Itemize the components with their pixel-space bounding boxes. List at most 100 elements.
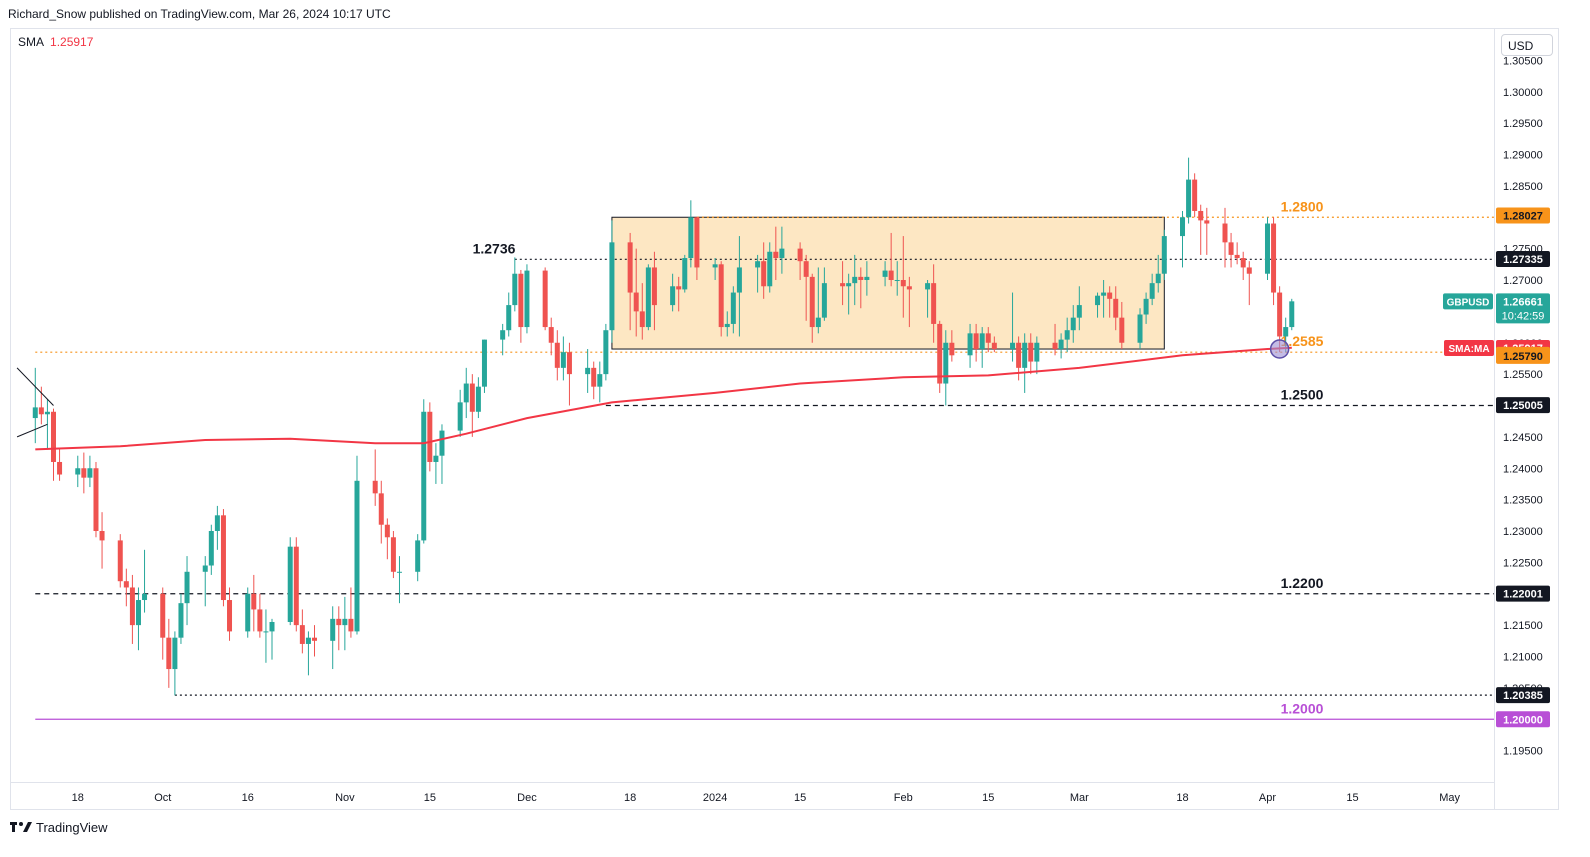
candle-body: [208, 531, 214, 566]
candle-body: [166, 637, 172, 670]
candle-body: [129, 587, 135, 626]
candle-body: [202, 565, 208, 572]
candle-body: [755, 261, 761, 268]
candle-body: [336, 618, 342, 626]
candle-body: [718, 264, 724, 328]
symbol-tag-bg: [1443, 293, 1493, 310]
candle-body: [566, 352, 572, 375]
candle-body: [991, 342, 997, 350]
sma-legend[interactable]: SMA 1.25917: [18, 35, 93, 49]
x-tick-label: Oct: [154, 792, 171, 804]
tradingview-branding[interactable]: TradingView: [10, 820, 108, 835]
candle-body: [633, 292, 639, 312]
candle-body: [160, 593, 166, 638]
candle-body: [858, 276, 864, 280]
candle-body: [178, 603, 184, 638]
current-price-tag-bg: [1496, 293, 1550, 324]
price-tag-bg: [1496, 250, 1550, 267]
candle-body: [645, 267, 651, 328]
candle-body: [50, 411, 56, 462]
candle-body: [670, 286, 676, 306]
candle-body: [585, 367, 591, 375]
y-tick-label: 1.27000: [1503, 275, 1543, 287]
candle-body: [38, 407, 44, 415]
candle-body: [518, 273, 524, 328]
candle-body: [949, 342, 955, 356]
chart-frame: [10, 28, 1559, 810]
tradingview-brand-name: TradingView: [36, 820, 108, 835]
candle-body: [773, 251, 779, 259]
currency-button[interactable]: USD: [1501, 34, 1553, 56]
y-tick-label: 1.29500: [1503, 118, 1543, 130]
candle-body: [172, 637, 178, 670]
candle-body: [736, 267, 742, 293]
candle-body: [1204, 220, 1210, 224]
candle-body: [469, 383, 475, 412]
price-tag-value: 1.20000: [1503, 714, 1543, 726]
price-tag-bg: [1496, 687, 1550, 704]
candle-body: [1028, 342, 1034, 362]
x-tick-label: 18: [72, 792, 84, 804]
candle-body: [603, 330, 609, 375]
candle-body: [840, 283, 846, 287]
candle-body: [591, 367, 597, 387]
candle-body: [712, 264, 718, 268]
candle-body: [75, 468, 81, 475]
candle-body: [1058, 339, 1064, 350]
candle-body: [560, 352, 566, 368]
candle-body: [1277, 292, 1283, 337]
candle-body: [761, 261, 767, 287]
candle-body: [1010, 342, 1016, 350]
x-tick-label: 2024: [703, 792, 727, 804]
candle-body: [651, 267, 657, 306]
candle-body: [597, 374, 603, 387]
candle-body: [609, 242, 615, 331]
candle-body: [797, 248, 803, 262]
y-tick-label: 1.19500: [1503, 746, 1543, 758]
candle-body: [888, 270, 894, 280]
level-label: 1.2800: [1281, 198, 1324, 214]
candle-body: [694, 217, 700, 268]
candle-body: [1155, 273, 1161, 284]
price-tag-value: 1.20385: [1503, 690, 1543, 702]
candle-body: [1034, 342, 1040, 362]
candle-body: [852, 276, 858, 284]
candle-body: [305, 637, 311, 644]
candle-body: [542, 270, 548, 328]
candle-body: [99, 531, 105, 541]
candle-body: [906, 286, 912, 290]
candle-body: [384, 524, 390, 538]
candle-body: [348, 618, 354, 632]
candle-body: [439, 430, 445, 456]
candle-body: [512, 273, 518, 306]
price-tag-value: 1.25790: [1503, 351, 1543, 363]
candle-body: [548, 327, 554, 343]
candle-body: [821, 283, 827, 318]
candle-body: [1180, 217, 1186, 237]
candle-body: [1240, 258, 1246, 268]
price-tag-bg: [1496, 347, 1550, 364]
candle-body: [1064, 330, 1070, 340]
trend-line: [16, 367, 54, 406]
x-tick-label: 16: [242, 792, 254, 804]
candle-body: [1119, 317, 1125, 343]
tradingview-logo-icon: [10, 820, 32, 835]
sma-touch-marker: [1269, 339, 1290, 359]
candle-body: [900, 280, 906, 287]
candle-body: [882, 270, 888, 277]
candle-body: [184, 571, 190, 604]
candle-body: [457, 402, 463, 431]
candle-body: [1228, 242, 1234, 255]
sma-line: [35, 346, 1292, 451]
sma-legend-value: 1.25917: [50, 35, 94, 49]
y-tick-label: 1.29000: [1503, 150, 1543, 162]
candle-body: [1161, 236, 1167, 274]
price-tag-value: 1.22001: [1503, 589, 1543, 601]
candle-body: [943, 342, 949, 384]
candle-body: [299, 625, 305, 644]
candle-body: [390, 537, 396, 572]
sma-tag-bg: [1444, 339, 1494, 356]
candle-body: [973, 333, 979, 350]
candle-body: [1149, 283, 1155, 299]
